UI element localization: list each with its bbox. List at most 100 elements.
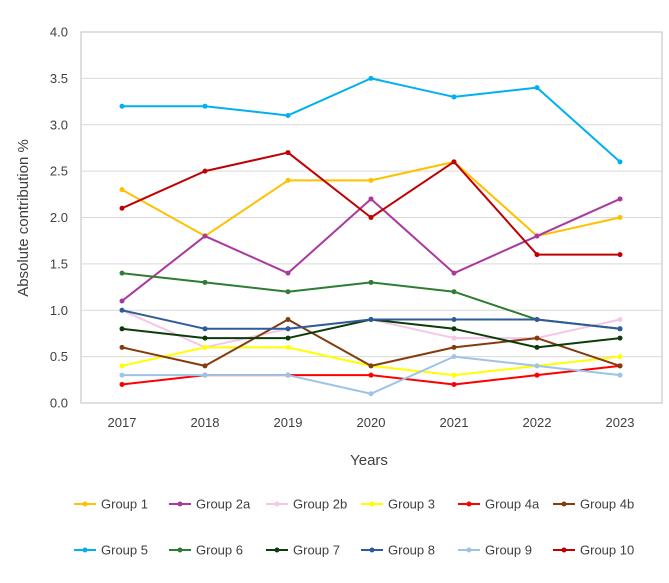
data-point-group-7 xyxy=(285,335,291,341)
legend-swatch-marker xyxy=(274,547,280,553)
data-point-group-4a xyxy=(119,381,125,387)
data-point-group-10 xyxy=(368,215,374,220)
series-group-8 xyxy=(119,307,623,332)
series-line-group-5 xyxy=(122,77,621,163)
data-point-group-8 xyxy=(119,307,125,313)
x-tick-label: 2022 xyxy=(523,415,552,430)
data-point-group-6 xyxy=(285,289,291,295)
data-point-group-8 xyxy=(617,326,623,332)
data-point-group-9 xyxy=(451,354,457,360)
legend-item-group-4b: Group 4b xyxy=(553,497,634,512)
legend-label: Group 8 xyxy=(388,543,435,558)
data-point-group-3 xyxy=(119,363,125,369)
data-point-group-5 xyxy=(617,159,623,165)
data-point-group-6 xyxy=(451,289,457,295)
data-point-group-10 xyxy=(119,205,125,211)
data-point-group-1 xyxy=(368,177,374,183)
y-tick-label: 0.0 xyxy=(50,396,68,411)
data-point-group-9 xyxy=(534,363,540,369)
data-point-group-8 xyxy=(534,317,540,323)
data-point-group-8 xyxy=(202,326,208,332)
data-point-group-9 xyxy=(368,391,374,397)
data-point-group-3 xyxy=(202,344,208,350)
data-point-group-9 xyxy=(285,372,291,378)
series-group-6 xyxy=(119,270,623,332)
data-point-group-6 xyxy=(119,270,125,276)
x-axis-title: Years xyxy=(350,452,388,469)
legend-item-group-5: Group 5 xyxy=(74,543,148,558)
x-tick-label: 2023 xyxy=(606,415,635,430)
data-point-group-10 xyxy=(451,159,457,165)
data-point-group-5 xyxy=(202,103,208,109)
data-point-group-2a xyxy=(202,233,208,239)
legend-item-group-1: Group 1 xyxy=(74,497,148,512)
data-point-group-4a xyxy=(534,372,540,378)
legend-label: Group 1 xyxy=(101,497,148,512)
data-point-group-4b xyxy=(285,317,291,323)
x-tick-label: 2018 xyxy=(191,415,220,430)
data-point-group-3 xyxy=(451,372,457,378)
x-tick-label: 2019 xyxy=(274,415,303,430)
data-point-group-6 xyxy=(368,279,374,285)
data-point-group-8 xyxy=(285,326,291,332)
legend-item-group-6: Group 6 xyxy=(169,543,243,558)
series-group-2b xyxy=(119,307,623,350)
data-point-group-5 xyxy=(451,94,457,100)
legend-label: Group 3 xyxy=(388,497,435,512)
series-line-group-2a xyxy=(121,197,621,302)
data-point-group-4b xyxy=(451,344,457,350)
series-group-9 xyxy=(119,354,623,397)
series-group-5 xyxy=(119,75,623,165)
y-tick-label: 2.0 xyxy=(50,210,68,225)
legend-swatch-marker xyxy=(177,501,183,507)
data-point-group-3 xyxy=(285,344,291,350)
series-group-4b xyxy=(119,317,623,369)
data-point-group-2a xyxy=(119,298,125,304)
y-tick-label: 0.5 xyxy=(50,349,68,364)
series-group xyxy=(119,75,623,397)
data-point-group-2a xyxy=(534,233,540,239)
legend-item-group-9: Group 9 xyxy=(458,543,532,558)
y-axis-title: Absolute contribution % xyxy=(15,139,32,297)
legend-label: Group 6 xyxy=(196,543,243,558)
y-tick-label: 2.5 xyxy=(50,164,68,179)
series-group-2a xyxy=(119,196,623,304)
legend-item-group-3: Group 3 xyxy=(361,497,435,512)
data-point-group-9 xyxy=(202,372,208,378)
legend-swatch-marker xyxy=(561,547,567,553)
legend-label: Group 4a xyxy=(485,497,540,512)
data-point-group-5 xyxy=(119,103,125,109)
data-point-group-2a xyxy=(368,196,374,202)
data-point-group-10 xyxy=(617,252,623,258)
data-point-group-2b xyxy=(617,317,623,323)
data-point-group-2a xyxy=(451,270,457,276)
data-point-group-1 xyxy=(617,215,623,220)
data-point-group-4a xyxy=(451,381,457,387)
legend-label: Group 5 xyxy=(101,543,148,558)
series-line-group-10 xyxy=(121,151,620,256)
data-point-group-7 xyxy=(451,326,457,332)
y-tick-label: 1.5 xyxy=(50,256,68,271)
series-line-group-3 xyxy=(121,346,621,377)
data-point-group-4b xyxy=(119,344,125,350)
data-point-group-1 xyxy=(285,177,291,183)
data-point-group-1 xyxy=(119,187,125,193)
legend-label: Group 2b xyxy=(293,497,347,512)
data-point-group-5 xyxy=(534,85,540,91)
data-point-group-3 xyxy=(617,354,623,360)
legend-swatch-marker xyxy=(466,501,472,507)
legend-swatch-marker xyxy=(561,501,567,507)
x-tick-label: 2020 xyxy=(357,415,386,430)
legend: Group 1 Group 2a Group 2b Group 3 Group 4a Gr… xyxy=(74,497,634,558)
data-point-group-8 xyxy=(368,317,374,323)
legend-swatch-marker xyxy=(369,501,375,507)
data-point-group-2a xyxy=(285,270,291,276)
x-axis-ticks: 2017 2018 2019 2020 2021 2022 2023 xyxy=(108,415,635,430)
legend-item-group-10: Group 10 xyxy=(553,543,634,558)
legend-item-group-7: Group 7 xyxy=(266,543,340,558)
y-tick-label: 1.0 xyxy=(50,303,68,318)
data-point-group-4b xyxy=(202,363,208,369)
data-point-group-2a xyxy=(617,196,623,202)
legend-item-group-4a: Group 4a xyxy=(458,497,540,512)
